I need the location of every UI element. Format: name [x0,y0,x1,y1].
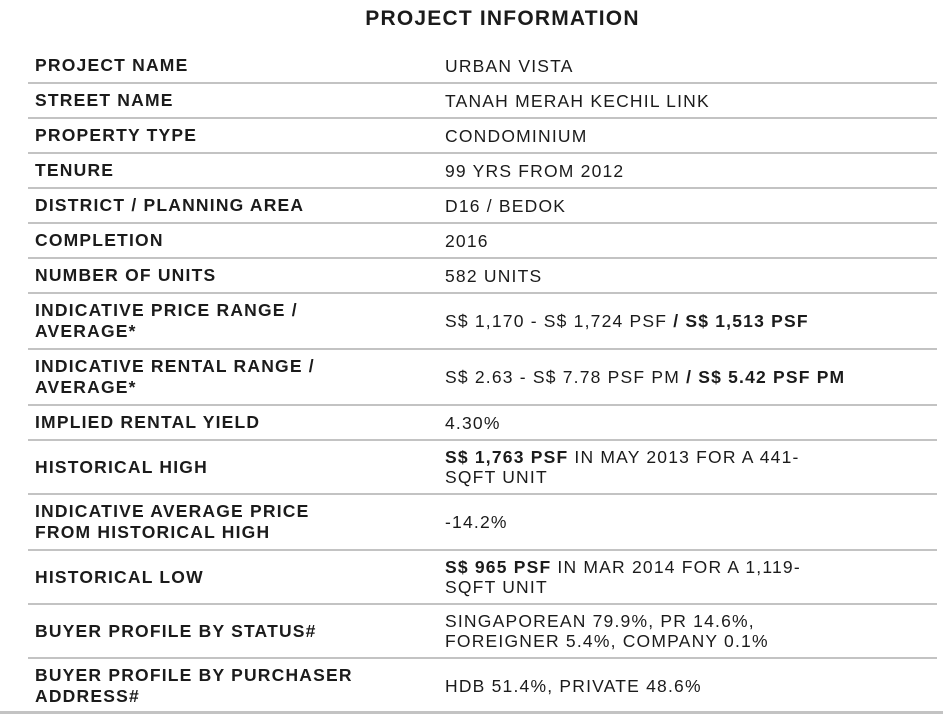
table-row-project-name: PROJECT NAME URBAN VISTA [28,49,937,84]
row-value: URBAN VISTA [445,55,574,76]
row-label: TENURE [35,160,115,180]
table-row-indicative-average-price-from-historical-high: INDICATIVE AVERAGE PRICE FROM HISTORICAL… [28,495,937,551]
table-row-tenure: TENURE 99 YRS FROM 2012 [28,154,937,189]
row-label: BUYER PROFILE BY PURCHASER ADDRESS# [35,665,353,706]
table-row-street-name: STREET NAME TANAH MERAH KECHIL LINK [28,84,937,119]
row-value: 99 YRS FROM 2012 [445,160,625,181]
row-value: -14.2% [445,512,508,532]
table-row-buyer-profile-by-purchaser-address: BUYER PROFILE BY PURCHASER ADDRESS# HDB 5… [28,659,937,713]
table-row-indicative-price-range-average: INDICATIVE PRICE RANGE / AVERAGE* S$ 1,17… [28,294,937,350]
row-label: INDICATIVE PRICE RANGE / AVERAGE* [35,300,298,341]
row-label: STREET NAME [35,90,174,110]
row-label: INDICATIVE RENTAL RANGE / AVERAGE* [35,356,315,397]
row-label: IMPLIED RENTAL YIELD [35,412,261,432]
row-label: INDICATIVE AVERAGE PRICE FROM HISTORICAL… [35,501,310,542]
row-label: HISTORICAL HIGH [35,456,208,477]
row-value: TANAH MERAH KECHIL LINK [445,90,710,111]
row-label: PROJECT NAME [35,55,189,75]
row-value: 582 UNITS [445,265,543,286]
row-value: 4.30% [445,412,501,433]
table-row-implied-rental-yield: IMPLIED RENTAL YIELD 4.30% [28,406,937,441]
row-value: D16 / BEDOK [445,195,567,216]
table-row-indicative-rental-range-average: INDICATIVE RENTAL RANGE / AVERAGE* S$ 2.6… [28,350,937,406]
row-label: DISTRICT / PLANNING AREA [35,195,305,215]
row-value: 2016 [445,230,489,251]
table-row-district-planning-area: DISTRICT / PLANNING AREA D16 / BEDOK [28,189,937,224]
row-value: CONDOMINIUM [445,125,588,146]
row-value: S$ 2.63 - S$ 7.78 PSF PM / S$ 5.42 PSF P… [445,367,846,387]
table-row-completion: COMPLETION 2016 [28,224,937,259]
row-value: S$ 1,763 PSF IN MAY 2013 FOR A 441-SQFT … [445,447,800,487]
row-label: BUYER PROFILE BY STATUS# [35,620,317,641]
table-row-buyer-profile-by-status: BUYER PROFILE BY STATUS# SINGAPOREAN 79.9… [28,605,937,659]
row-value: SINGAPOREAN 79.9%, PR 14.6%, FOREIGNER 5… [445,611,769,651]
bottom-divider [0,711,943,714]
row-label: HISTORICAL LOW [35,566,204,587]
project-table: PROJECT NAME URBAN VISTA STREET NAME TANAH … [28,49,937,713]
table-row-property-type: PROPERTY TYPE CONDOMINIUM [28,119,937,154]
row-value: S$ 1,170 - S$ 1,724 PSF / S$ 1,513 PSF [445,311,809,331]
row-value: S$ 965 PSF IN MAR 2014 FOR A 1,119-SQFT … [445,557,801,597]
table-row-historical-low: HISTORICAL LOW S$ 965 PSF IN MAR 2014 FOR… [28,551,937,605]
row-label: COMPLETION [35,230,164,250]
page-title: PROJECT INFORMATION [365,7,640,30]
table-row-number-of-units: NUMBER OF UNITS 582 UNITS [28,259,937,294]
table-row-historical-high: HISTORICAL HIGH S$ 1,763 PSF IN MAY 2013 … [28,441,937,495]
row-label: NUMBER OF UNITS [35,265,217,285]
row-value: HDB 51.4%, PRIVATE 48.6% [445,676,702,696]
row-label: PROPERTY TYPE [35,125,198,145]
